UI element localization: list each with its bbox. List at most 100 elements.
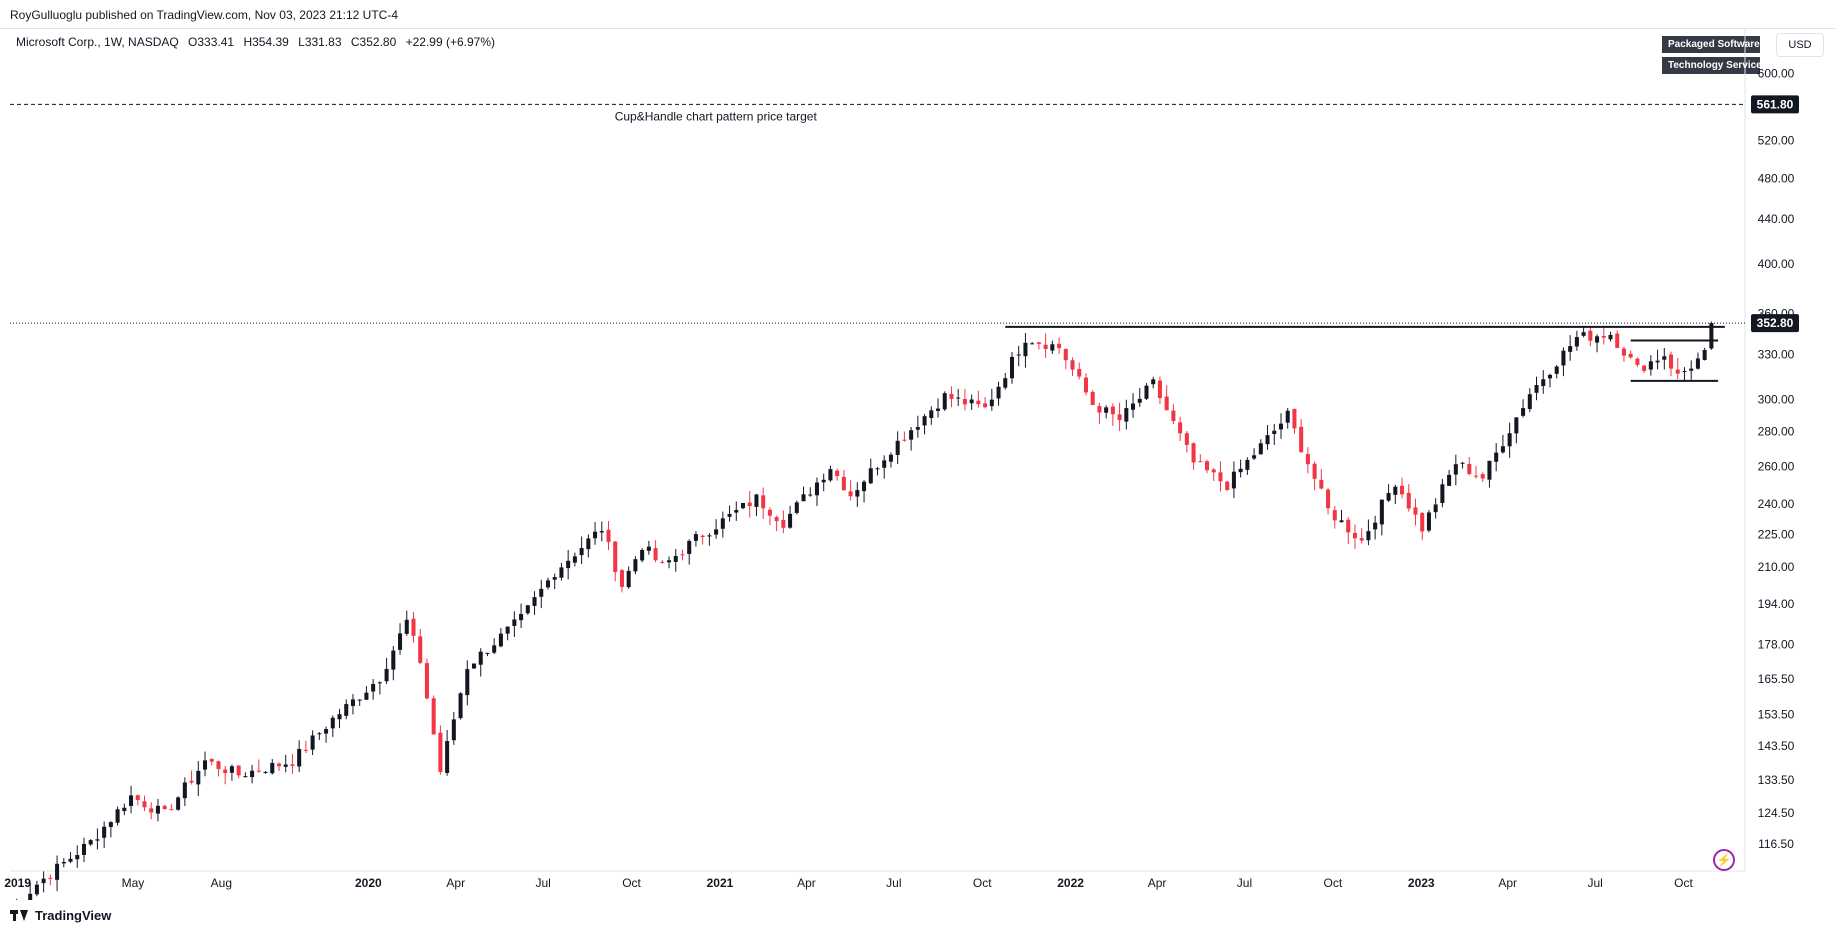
candle-body (1036, 342, 1041, 344)
candle-body (734, 509, 739, 513)
price-axis-label: 400.00 (1758, 257, 1795, 271)
candle-body (1648, 361, 1653, 370)
candle-body (828, 469, 833, 481)
candle-body (1601, 335, 1606, 338)
candle-body (761, 495, 766, 509)
candle-body (1480, 474, 1485, 479)
ohlc-open: O333.41 (188, 35, 235, 49)
candle-body (1494, 452, 1499, 462)
candle-body (34, 884, 39, 895)
time-axis-label: 2021 (707, 876, 734, 890)
candle-body (754, 494, 759, 507)
candle-body (1131, 403, 1136, 410)
candle-body (667, 560, 672, 563)
candle-body (1433, 504, 1438, 513)
candle-body (1016, 354, 1021, 356)
candle-body (250, 770, 255, 778)
chart-grid (10, 28, 1746, 872)
candle-body (929, 410, 934, 418)
candle-body (424, 663, 429, 699)
price-axis-label: 124.50 (1758, 806, 1795, 820)
candle-body (962, 398, 967, 405)
candle-body (1534, 385, 1539, 393)
candle-body (1574, 337, 1579, 347)
currency-selector[interactable]: USD (1776, 33, 1824, 57)
candle-body (162, 805, 167, 810)
time-axis: 2019 May Aug 2020 Apr Jul Oct 2021 Apr Jul Oct 2022… (4, 876, 1693, 890)
price-axis-label: 225.00 (1758, 528, 1795, 542)
candle-body (169, 809, 174, 811)
candle-body (909, 430, 914, 440)
symbol-legend[interactable]: Microsoft Corp., 1W, NASDAQ O333.41 H354… (16, 35, 501, 49)
candle-body (236, 765, 241, 776)
candle-body (895, 440, 900, 456)
candle-body (1225, 481, 1230, 491)
candle-body (1070, 360, 1075, 370)
price-axis-label: 300.00 (1758, 392, 1795, 406)
brand-footer[interactable]: TradingView (10, 908, 111, 923)
candle-body (297, 748, 302, 767)
candle-body (915, 427, 920, 430)
candle-body (1083, 377, 1088, 393)
lightning-icon[interactable]: ⚡ (1713, 849, 1735, 871)
candles-layer (16, 321, 1714, 900)
candle-body (1003, 378, 1008, 388)
candle-body (391, 650, 396, 670)
candle-body (801, 494, 806, 502)
candle-body (478, 651, 483, 665)
candle-body (774, 517, 779, 522)
candle-body (1063, 348, 1068, 361)
candle-body (364, 692, 369, 700)
candle-body (1218, 472, 1223, 482)
candle-body (1507, 433, 1512, 447)
candle-body (324, 729, 329, 734)
candle-body (1164, 396, 1169, 411)
candle-body (1514, 417, 1519, 434)
candle-body (344, 704, 349, 716)
candle-body (1547, 374, 1552, 379)
candle-body (1675, 369, 1680, 374)
candle-body (377, 682, 382, 684)
candle-body (1413, 507, 1418, 515)
candle-body (633, 559, 638, 572)
candle-body (1702, 349, 1707, 360)
candle-body (1440, 484, 1445, 504)
candle-body (875, 468, 880, 470)
candle-body (1339, 520, 1344, 523)
price-tags: 561.80 352.80 (1751, 95, 1799, 333)
candle-body (720, 518, 725, 529)
candle-body (243, 776, 248, 778)
candle-body (781, 519, 786, 528)
candle-body (458, 693, 463, 719)
candle-body (996, 386, 1001, 399)
price-axis-label: 165.50 (1758, 672, 1795, 686)
time-axis-label: Jul (1237, 876, 1252, 890)
price-target-layer: Cup&Handle chart pattern price target (10, 103, 1745, 324)
candle-body (1157, 380, 1162, 399)
candle-body (1278, 423, 1284, 430)
candle-body (572, 556, 577, 563)
target-price-tag (1751, 95, 1799, 114)
ohlc-change: +22.99 (+6.97%) (405, 35, 496, 49)
candle-body (613, 541, 618, 573)
price-axis-label: 210.00 (1758, 560, 1795, 574)
candle-body (646, 546, 651, 551)
price-chart[interactable]: Cup&Handle chart pattern price target 11… (0, 28, 1835, 900)
time-axis-label: May (122, 876, 145, 890)
candle-body (687, 540, 692, 554)
candle-body (492, 645, 497, 653)
candle-body (1104, 407, 1109, 413)
time-axis-label: Jul (886, 876, 901, 890)
candle-body (445, 741, 450, 773)
candle-body (983, 403, 988, 408)
price-axis-label: 178.00 (1758, 638, 1795, 652)
candle-body (1460, 462, 1465, 464)
candle-body (283, 764, 288, 767)
candle-body (566, 560, 571, 569)
candle-body (1628, 353, 1633, 358)
candle-body (1097, 406, 1102, 413)
ohlc-high: H354.39 (243, 35, 289, 49)
candle-body (1487, 460, 1492, 480)
sector-badges: Packaged Software Technology Services (1662, 36, 1767, 78)
candle-body (203, 760, 208, 770)
